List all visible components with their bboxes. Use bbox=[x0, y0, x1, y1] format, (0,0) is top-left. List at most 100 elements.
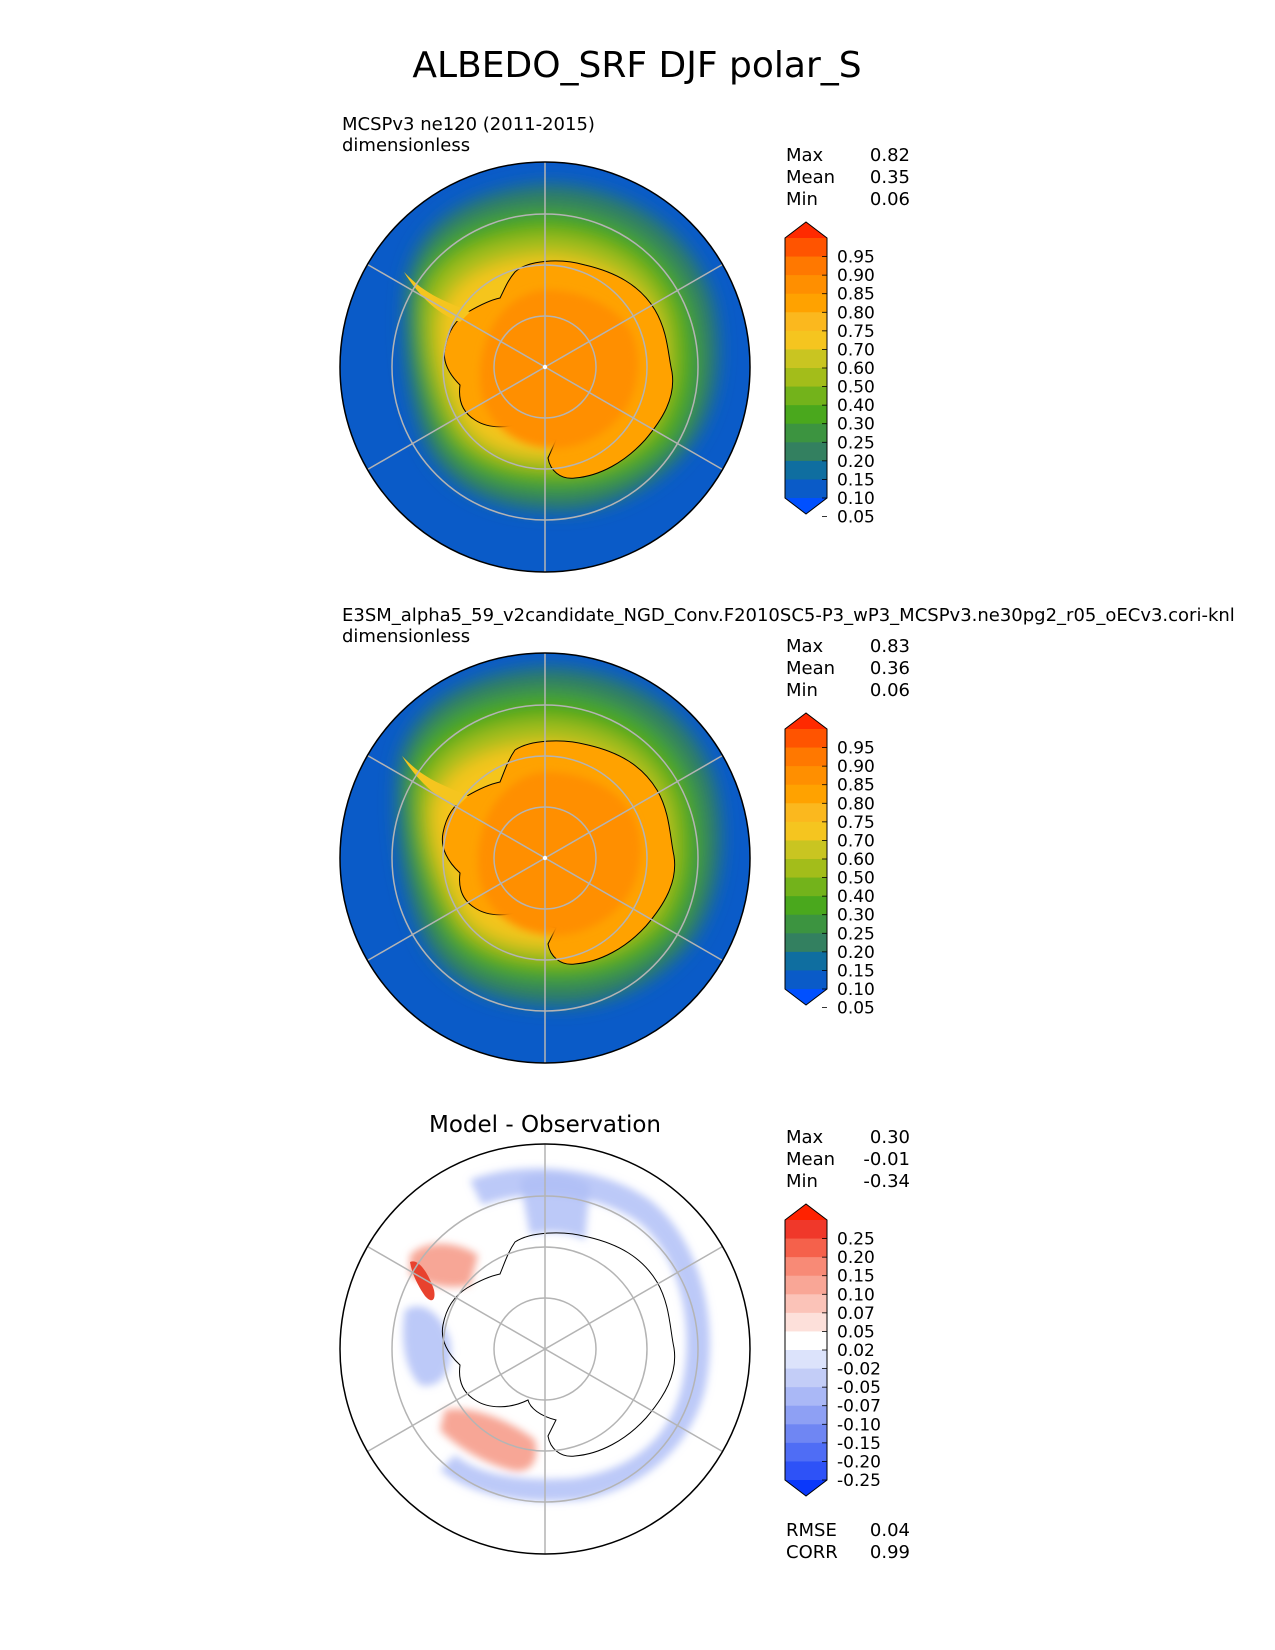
colorbar-segment bbox=[785, 1257, 827, 1277]
panel-subtitle: E3SM_alpha5_59_v2candidate_NGD_Conv.F201… bbox=[342, 605, 1235, 626]
stat-max-label: Max bbox=[786, 1127, 824, 1148]
stat-max-label: Max bbox=[786, 636, 824, 657]
colorbar-segment bbox=[785, 1220, 827, 1240]
map-frame bbox=[339, 1143, 751, 1555]
colorbar-extend-max bbox=[785, 222, 827, 238]
panel-title: Model - Observation bbox=[429, 1112, 661, 1138]
colorbar-segment bbox=[785, 970, 827, 990]
colorbar-tick-label: 0.25 bbox=[837, 433, 875, 453]
colorbar-tick-label: 0.50 bbox=[837, 869, 875, 889]
stat-min-value: -0.34 bbox=[863, 1171, 910, 1192]
stat-mean-value: 0.36 bbox=[870, 658, 910, 679]
colorbar-tick-label: -0.15 bbox=[837, 1434, 881, 1454]
stat-max-value: 0.30 bbox=[870, 1127, 910, 1148]
colorbar: 0.950.900.850.800.750.700.600.500.400.30… bbox=[784, 712, 875, 1019]
stat-mean-label: Mean bbox=[786, 1149, 835, 1170]
stat-min-label: Min bbox=[786, 189, 818, 210]
colorbar-tick-label: -0.25 bbox=[837, 1471, 881, 1491]
colorbar-segment bbox=[785, 1350, 827, 1370]
colorbar-segment bbox=[785, 784, 827, 804]
map-interior bbox=[480, 290, 638, 449]
colorbar-segment bbox=[785, 1461, 827, 1481]
panel-reference: E3SM_alpha5_59_v2candidate_NGD_Conv.F201… bbox=[339, 605, 1235, 1064]
colorbar-segment bbox=[785, 386, 827, 406]
colorbar-tick-label: 0.70 bbox=[837, 340, 875, 360]
colorbar-tick-label: 0.10 bbox=[837, 980, 875, 1000]
metrics-box: RMSE 0.04 CORR 0.99 bbox=[786, 1520, 910, 1563]
panel-test: MCSPv3 ne120 (2011-2015) dimensionless M… bbox=[339, 114, 910, 573]
colorbar-segment bbox=[785, 330, 827, 350]
colorbar: 0.950.900.850.800.750.700.600.500.400.30… bbox=[784, 221, 875, 528]
colorbar-tick-label: 0.60 bbox=[837, 359, 875, 379]
colorbar-segment bbox=[785, 951, 827, 971]
colorbar-segment bbox=[785, 1368, 827, 1388]
colorbar-segment bbox=[785, 312, 827, 332]
panel-difference: Model - Observation Max 0.30 Mean -0.01 … bbox=[339, 1112, 910, 1563]
colorbar-tick-label: -0.02 bbox=[837, 1360, 881, 1380]
metric-corr-label: CORR bbox=[786, 1542, 838, 1563]
metric-rmse-value: 0.04 bbox=[870, 1520, 910, 1541]
colorbar-segment bbox=[785, 1387, 827, 1407]
colorbar-segment bbox=[785, 238, 827, 258]
colorbar-segment bbox=[785, 1275, 827, 1295]
colorbar-tick-label: 0.90 bbox=[837, 266, 875, 286]
polar-map bbox=[340, 162, 750, 572]
colorbar-tick-label: 0.20 bbox=[837, 943, 875, 963]
colorbar-segment bbox=[785, 405, 827, 425]
stat-mean-label: Mean bbox=[786, 167, 835, 188]
colorbar-segment bbox=[785, 1331, 827, 1351]
colorbar-segment bbox=[785, 293, 827, 313]
panel-units: dimensionless bbox=[342, 626, 470, 647]
map-frame bbox=[339, 652, 751, 1064]
colorbar-segment bbox=[785, 479, 827, 499]
diff-negative-ring bbox=[440, 1168, 710, 1502]
panel-subtitle: MCSPv3 ne120 (2011-2015) bbox=[342, 114, 595, 135]
diff-negative-west bbox=[403, 1306, 451, 1386]
colorbar-segment bbox=[785, 1405, 827, 1425]
metric-rmse-label: RMSE bbox=[786, 1520, 837, 1541]
colorbar: 0.250.200.150.100.070.050.02-0.02-0.05-0… bbox=[784, 1203, 881, 1497]
colorbar-tick-label: 0.30 bbox=[837, 906, 875, 926]
colorbar-segment bbox=[785, 1238, 827, 1258]
colorbar-extend-max bbox=[785, 713, 827, 729]
colorbar-extend-min bbox=[785, 989, 827, 1005]
colorbar-tick-label: -0.05 bbox=[837, 1378, 881, 1398]
colorbar-tick-label: 0.20 bbox=[837, 452, 875, 472]
colorbar-tick-label: 0.10 bbox=[837, 1285, 875, 1305]
colorbar-segment bbox=[785, 821, 827, 841]
colorbar-segment bbox=[785, 442, 827, 462]
colorbar-extend-min bbox=[785, 498, 827, 514]
colorbar-extend-min bbox=[785, 1480, 827, 1496]
colorbar-segment bbox=[785, 877, 827, 897]
colorbar-tick-label: 0.95 bbox=[837, 248, 875, 268]
colorbar-tick-label: 0.20 bbox=[837, 1248, 875, 1268]
colorbar-tick-label: -0.10 bbox=[837, 1415, 881, 1435]
stat-min-value: 0.06 bbox=[870, 680, 910, 701]
colorbar-tick-label: 0.80 bbox=[837, 794, 875, 814]
colorbar-tick-label: 0.05 bbox=[837, 508, 875, 528]
colorbar-tick-label: 0.50 bbox=[837, 378, 875, 398]
colorbar-tick-label: 0.25 bbox=[837, 1230, 875, 1250]
colorbar-tick-label: 0.30 bbox=[837, 415, 875, 435]
diff-positive-patch-south bbox=[440, 1409, 537, 1472]
colorbar-tick-label: 0.07 bbox=[837, 1304, 875, 1324]
stat-max-value: 0.83 bbox=[870, 636, 910, 657]
figure-title: ALBEDO_SRF DJF polar_S bbox=[412, 45, 861, 86]
colorbar-segment bbox=[785, 914, 827, 934]
colorbar-segment bbox=[785, 1312, 827, 1332]
colorbar-tick-label: 0.75 bbox=[837, 813, 875, 833]
stats-box: Max 0.30 Mean -0.01 Min -0.34 bbox=[786, 1127, 910, 1192]
colorbar-tick-label: 0.40 bbox=[837, 396, 875, 416]
colorbar-tick-label: 0.15 bbox=[837, 470, 875, 490]
colorbar-segment bbox=[785, 896, 827, 916]
stat-mean-label: Mean bbox=[786, 658, 835, 679]
map-frame bbox=[339, 161, 751, 573]
colorbar-tick-label: 0.15 bbox=[837, 961, 875, 981]
map-peninsula bbox=[402, 756, 468, 806]
map-interior bbox=[478, 772, 641, 936]
colorbar-segment bbox=[785, 1424, 827, 1444]
colorbar-segment bbox=[785, 933, 827, 953]
colorbar-segment bbox=[785, 368, 827, 388]
stat-mean-value: 0.35 bbox=[870, 167, 910, 188]
colorbar-tick-label: 0.25 bbox=[837, 924, 875, 944]
